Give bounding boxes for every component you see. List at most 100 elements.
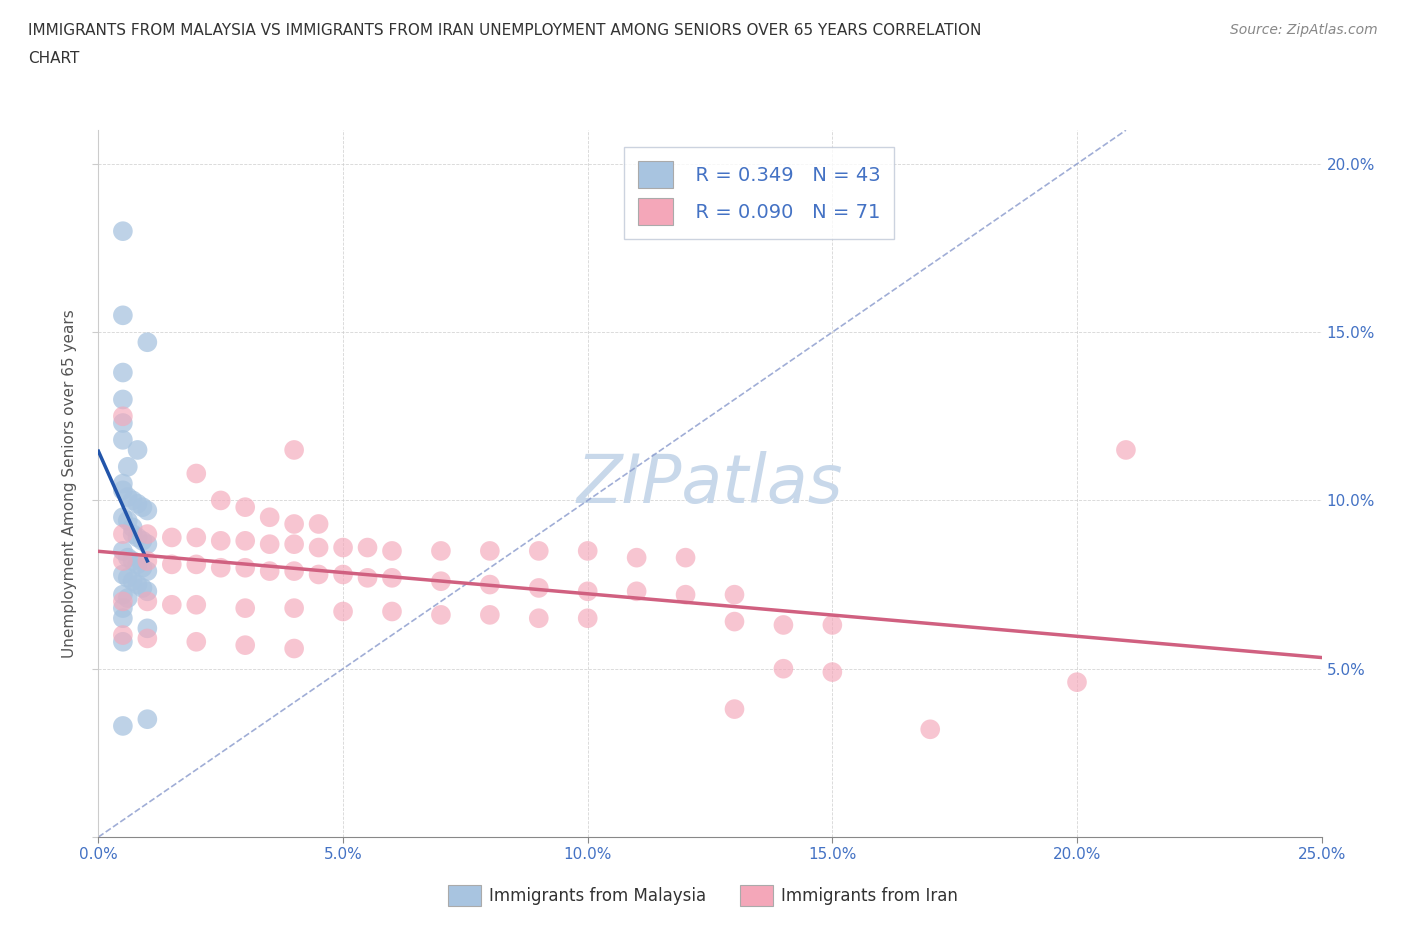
Point: [772, 618, 794, 632]
Point: [259, 564, 281, 578]
Point: [233, 638, 256, 653]
Point: [121, 520, 143, 535]
Point: [576, 584, 599, 599]
Point: [117, 570, 139, 585]
Point: [127, 530, 149, 545]
Point: [259, 537, 281, 551]
Point: [381, 543, 404, 558]
Point: [478, 543, 501, 558]
Point: [136, 537, 159, 551]
Point: [111, 365, 134, 380]
Point: [117, 489, 139, 504]
Point: [117, 459, 139, 474]
Point: [117, 513, 139, 528]
Point: [821, 618, 844, 632]
Point: [626, 551, 648, 565]
Point: [111, 409, 134, 424]
Point: [332, 540, 354, 555]
Point: [111, 611, 134, 626]
Point: [233, 499, 256, 514]
Point: [111, 719, 134, 734]
Point: [821, 665, 844, 680]
Point: [160, 530, 183, 545]
Point: [209, 493, 232, 508]
Point: [186, 634, 208, 649]
Point: [111, 483, 134, 498]
Point: [111, 526, 134, 541]
Point: [430, 574, 453, 589]
Point: [430, 543, 453, 558]
Point: [209, 534, 232, 549]
Point: [332, 604, 354, 619]
Point: [259, 510, 281, 525]
Point: [478, 607, 501, 622]
Point: [1066, 675, 1088, 690]
Point: [160, 557, 183, 572]
Text: IMMIGRANTS FROM MALAYSIA VS IMMIGRANTS FROM IRAN UNEMPLOYMENT AMONG SENIORS OVER: IMMIGRANTS FROM MALAYSIA VS IMMIGRANTS F…: [28, 23, 981, 38]
Point: [111, 567, 134, 582]
Point: [381, 570, 404, 585]
Point: [111, 543, 134, 558]
Y-axis label: Unemployment Among Seniors over 65 years: Unemployment Among Seniors over 65 years: [62, 310, 77, 658]
Point: [308, 567, 330, 582]
Point: [121, 553, 143, 568]
Point: [111, 628, 134, 643]
Point: [111, 392, 134, 407]
Point: [111, 553, 134, 568]
Legend: Immigrants from Malaysia, Immigrants from Iran: Immigrants from Malaysia, Immigrants fro…: [441, 879, 965, 912]
Point: [131, 499, 153, 514]
Point: [136, 631, 159, 645]
Point: [121, 574, 143, 589]
Point: [283, 443, 305, 458]
Point: [186, 466, 208, 481]
Point: [131, 560, 153, 575]
Point: [723, 701, 745, 716]
Point: [356, 570, 378, 585]
Point: [136, 503, 159, 518]
Point: [111, 587, 134, 602]
Text: CHART: CHART: [28, 51, 80, 66]
Point: [111, 510, 134, 525]
Point: [283, 641, 305, 656]
Point: [675, 551, 697, 565]
Point: [186, 557, 208, 572]
Point: [111, 308, 134, 323]
Point: [136, 526, 159, 541]
Legend:   R = 0.349   N = 43,   R = 0.090   N = 71: R = 0.349 N = 43, R = 0.090 N = 71: [624, 147, 894, 239]
Point: [381, 604, 404, 619]
Point: [209, 560, 232, 575]
Point: [308, 540, 330, 555]
Point: [723, 614, 745, 629]
Point: [111, 432, 134, 447]
Point: [576, 611, 599, 626]
Point: [356, 540, 378, 555]
Point: [117, 551, 139, 565]
Text: Source: ZipAtlas.com: Source: ZipAtlas.com: [1230, 23, 1378, 37]
Point: [127, 557, 149, 572]
Point: [332, 567, 354, 582]
Point: [127, 443, 149, 458]
Point: [136, 335, 159, 350]
Point: [233, 560, 256, 575]
Point: [136, 621, 159, 636]
Point: [576, 543, 599, 558]
Point: [131, 580, 153, 595]
Point: [723, 587, 745, 602]
Point: [121, 493, 143, 508]
Point: [1115, 443, 1137, 458]
Point: [233, 601, 256, 616]
Point: [131, 534, 153, 549]
Point: [136, 711, 159, 726]
Point: [136, 553, 159, 568]
Point: [283, 564, 305, 578]
Point: [626, 584, 648, 599]
Point: [186, 530, 208, 545]
Point: [478, 578, 501, 592]
Point: [430, 607, 453, 622]
Point: [675, 587, 697, 602]
Point: [111, 476, 134, 491]
Point: [121, 526, 143, 541]
Point: [111, 416, 134, 431]
Text: ZIPatlas: ZIPatlas: [576, 451, 844, 516]
Point: [111, 601, 134, 616]
